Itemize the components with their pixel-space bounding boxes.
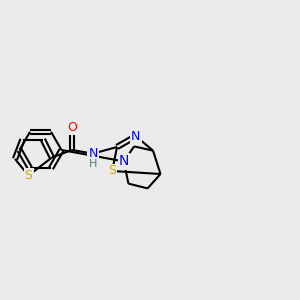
Text: N: N [88, 147, 98, 160]
Text: N: N [119, 154, 129, 168]
Text: N: N [131, 130, 141, 143]
Text: H: H [89, 159, 98, 169]
Text: S: S [25, 169, 32, 182]
Text: S: S [108, 164, 116, 178]
Text: O: O [67, 121, 77, 134]
